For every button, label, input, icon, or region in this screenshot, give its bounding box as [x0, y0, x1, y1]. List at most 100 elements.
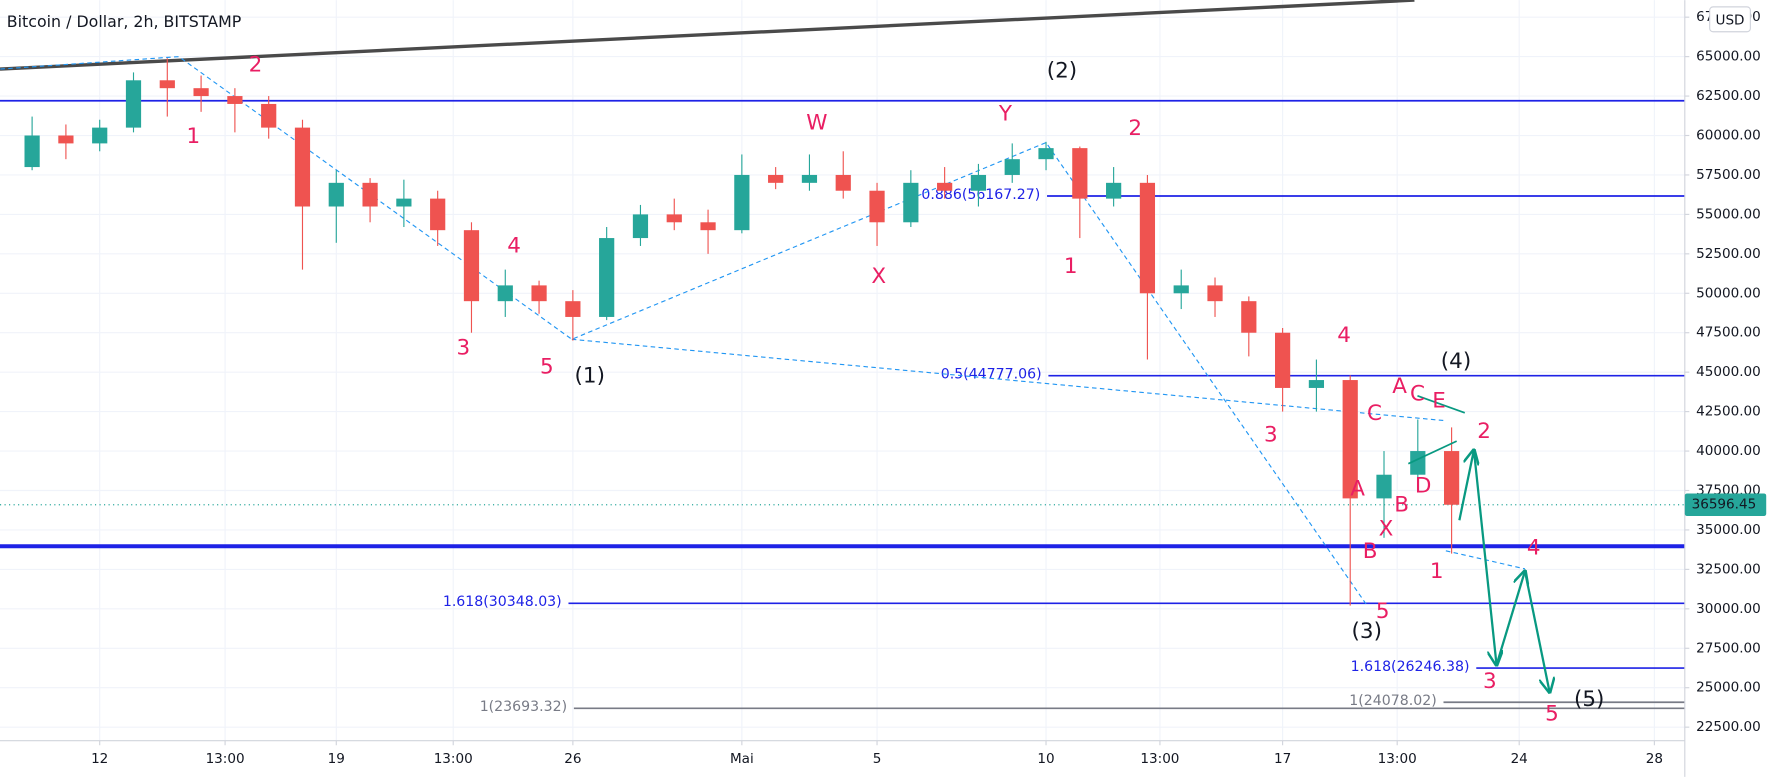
candle-body — [58, 135, 74, 144]
wave-label: 3 — [1264, 422, 1278, 447]
candle-body — [1072, 148, 1088, 199]
candle-body — [903, 182, 919, 223]
y-tick-label: 42500.00 — [1696, 404, 1761, 420]
candle-body — [430, 198, 446, 231]
candle-body — [1443, 451, 1460, 505]
y-tick-label: 22500.00 — [1696, 719, 1761, 735]
wave-label: 2 — [1128, 116, 1142, 141]
candle-body — [1342, 380, 1358, 499]
channel-line — [1407, 440, 1458, 465]
candle-body — [193, 88, 209, 97]
wave-label: 5 — [540, 355, 554, 380]
x-tick-label: 17 — [1274, 751, 1291, 767]
x-tick-label: 28 — [1646, 751, 1663, 767]
wave-label: C — [1410, 382, 1425, 407]
candle-body — [1241, 301, 1257, 333]
wave-label: D — [1415, 473, 1432, 498]
candle-body — [1139, 182, 1156, 294]
y-tick-label: 65000.00 — [1696, 49, 1761, 65]
x-tick-label: 12 — [91, 751, 108, 767]
wave-label: 2 — [1477, 419, 1491, 444]
level-label: 0.886(56167.27) — [921, 187, 1040, 203]
candle-body — [1275, 332, 1291, 388]
wave-label: 3 — [1483, 669, 1497, 694]
y-tick-label: 27500.00 — [1696, 640, 1761, 656]
candle-body — [632, 214, 649, 239]
wave-label: (2) — [1047, 58, 1077, 83]
y-tick-label: 60000.00 — [1696, 128, 1761, 144]
level-label: 0.5(44777.06) — [941, 367, 1042, 383]
last-price-badge — [1684, 493, 1767, 517]
level-label: 1(23693.32) — [480, 699, 567, 715]
candle-body — [1308, 380, 1325, 388]
wave-label: (3) — [1352, 619, 1382, 644]
wave-label: A — [1392, 374, 1407, 399]
chart-title: Bitcoin / Dollar, 2h, BITSTAMP — [7, 12, 242, 31]
level-label: 1.618(30348.03) — [443, 594, 562, 610]
y-tick-label: 45000.00 — [1696, 364, 1761, 380]
candle-body — [362, 182, 378, 207]
candle-body — [497, 285, 513, 302]
wave-label: 4 — [1337, 323, 1351, 348]
wave-label: B — [1363, 539, 1378, 564]
candle-body — [227, 96, 243, 104]
wave-label: X — [871, 264, 886, 289]
candle-body — [1106, 182, 1122, 199]
candle-body — [463, 230, 480, 302]
candle-body — [768, 174, 784, 183]
candle-body — [261, 103, 277, 128]
candle-body — [700, 222, 716, 231]
x-tick-label: Mai — [730, 751, 754, 767]
y-tick-label: 32500.00 — [1696, 561, 1761, 577]
x-tick-label: 13:00 — [434, 751, 473, 767]
wave-label: 2 — [249, 53, 263, 78]
y-tick-label: 47500.00 — [1696, 325, 1761, 341]
wave-label: C — [1367, 401, 1382, 426]
candle-body — [92, 127, 108, 144]
wave-label: 1 — [1430, 559, 1444, 584]
projection-arrow — [1495, 571, 1525, 666]
y-tick-label: 50000.00 — [1696, 285, 1761, 301]
y-tick-label: 52500.00 — [1696, 246, 1761, 262]
wave-line — [0, 56, 1368, 606]
candle-body — [396, 198, 412, 207]
wave-label: A — [1350, 477, 1365, 502]
wave-label: (4) — [1441, 349, 1471, 374]
wave-line — [571, 338, 1446, 422]
candle-body — [531, 285, 547, 302]
candle-body — [937, 182, 953, 191]
wave-label: B — [1394, 493, 1409, 518]
candle-body — [666, 214, 682, 223]
x-tick-label: 19 — [328, 751, 345, 767]
wave-label: 4 — [507, 234, 521, 259]
candle-body — [1207, 285, 1223, 302]
candle-body — [159, 80, 175, 89]
wave-label: 1 — [186, 124, 200, 149]
currency-label: USD — [1716, 12, 1745, 28]
x-tick-label: 5 — [873, 751, 882, 767]
channel-line — [1417, 395, 1466, 414]
last-price-label: 36596.45 — [1692, 497, 1757, 513]
candle-body — [125, 80, 142, 128]
level-label: 1(24078.02) — [1349, 693, 1436, 709]
candle-body — [565, 301, 581, 317]
candle-body — [1173, 285, 1189, 294]
x-tick-label: 13:00 — [1140, 751, 1179, 767]
y-tick-label: 35000.00 — [1696, 522, 1761, 538]
wave-label: 4 — [1527, 535, 1541, 560]
x-tick-label: 24 — [1511, 751, 1528, 767]
wave-label: 3 — [457, 335, 471, 360]
candle-body — [1038, 148, 1054, 160]
y-tick-label: 62500.00 — [1696, 88, 1761, 104]
y-tick-label: 30000.00 — [1696, 601, 1761, 617]
wave-label: 1 — [1064, 254, 1078, 279]
wave-label: W — [806, 110, 827, 135]
candle-body — [294, 127, 311, 207]
candle-body — [734, 174, 750, 231]
x-tick-label: 13:00 — [206, 751, 245, 767]
projection-arrow — [1458, 450, 1474, 521]
candle-body — [328, 182, 344, 207]
candle-body — [1004, 159, 1020, 175]
currency-badge[interactable] — [1709, 6, 1751, 33]
y-tick-label: 25000.00 — [1696, 680, 1761, 696]
